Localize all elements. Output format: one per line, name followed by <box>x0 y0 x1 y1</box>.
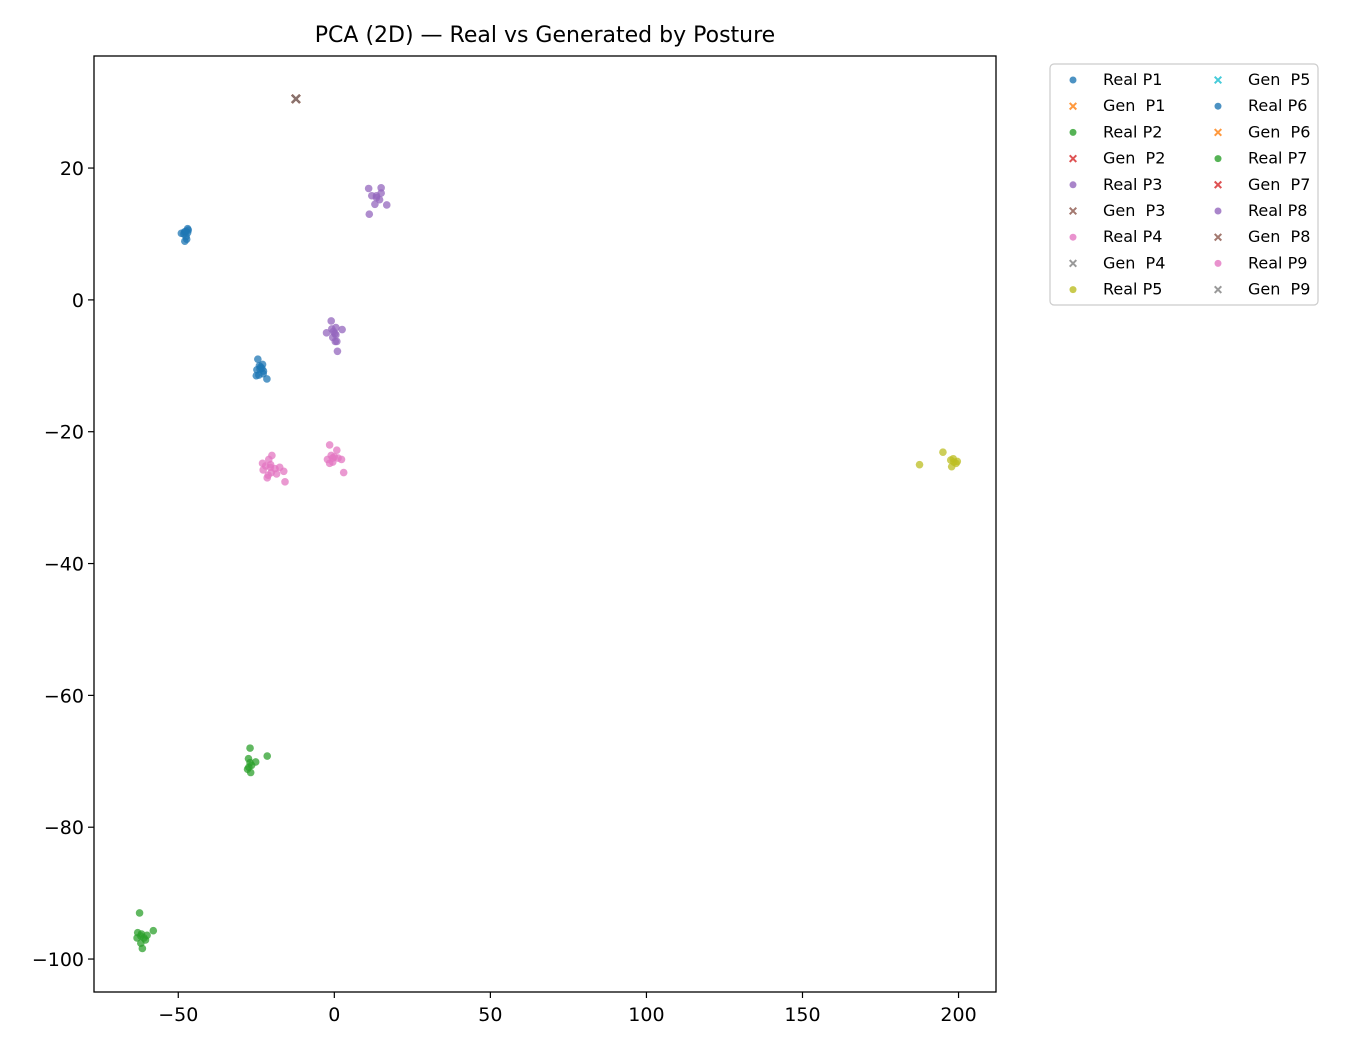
legend-label: Real P5 <box>1103 280 1162 299</box>
legend-label: Gen P3 <box>1103 201 1165 220</box>
x-axis-ticks: −50 0 50 100 150 200 <box>158 992 977 1026</box>
data-point <box>333 347 342 356</box>
legend-marker <box>1213 285 1223 294</box>
y-tick-label: −40 <box>44 554 84 576</box>
y-tick-label: −20 <box>44 422 84 444</box>
data-point <box>137 930 146 938</box>
data-point <box>327 317 336 325</box>
chart-title: PCA (2D) — Real vs Generated by Posture <box>315 23 775 48</box>
x-tick-label: −50 <box>158 1004 198 1026</box>
data-point <box>364 184 373 193</box>
plot-frame <box>93 55 997 993</box>
legend-marker <box>1069 233 1077 241</box>
legend-marker <box>1213 128 1223 137</box>
legend-label: Real P8 <box>1248 201 1307 220</box>
legend-label: Gen P7 <box>1248 175 1310 194</box>
legend-marker <box>1213 233 1223 242</box>
data-point <box>953 457 962 466</box>
legend-label: Real P6 <box>1248 96 1307 115</box>
legend-marker <box>1214 102 1222 110</box>
legend-marker <box>1214 155 1222 163</box>
data-point <box>256 365 264 373</box>
data-point <box>263 474 272 482</box>
data-point <box>339 468 348 477</box>
data-point <box>281 478 289 486</box>
data-point <box>328 454 337 462</box>
legend-label: Gen P8 <box>1248 227 1310 246</box>
data-point <box>291 94 301 104</box>
legend-label: Gen P2 <box>1103 149 1165 168</box>
data-point <box>272 470 281 478</box>
data-points <box>133 94 962 953</box>
x-tick-label: 150 <box>784 1004 820 1026</box>
data-point <box>939 448 947 456</box>
legend-label: Gen P5 <box>1248 70 1310 89</box>
legend-label: Real P2 <box>1103 122 1162 141</box>
data-point <box>331 329 339 338</box>
legend-label: Real P1 <box>1103 70 1162 89</box>
data-point <box>135 909 144 917</box>
legend-label: Real P3 <box>1103 175 1162 194</box>
data-point <box>254 355 262 364</box>
y-tick-label: −100 <box>32 949 84 971</box>
data-point <box>382 201 391 209</box>
legend-marker <box>1069 286 1077 294</box>
data-point <box>246 744 254 752</box>
data-point <box>246 758 254 767</box>
legend-marker <box>1214 259 1222 267</box>
legend-marker <box>1068 154 1078 163</box>
legend: Real P1 Gen P1 Real P2 Gen P2 Real P3 Gen P3 R… <box>1049 63 1319 306</box>
legend-label: Real P7 <box>1248 149 1307 168</box>
data-point <box>371 200 379 209</box>
data-point <box>322 329 331 337</box>
data-point <box>259 466 267 474</box>
legend-label: Gen P1 <box>1103 96 1165 115</box>
legend-marker <box>1068 102 1078 111</box>
data-point <box>266 460 275 469</box>
data-point <box>263 752 272 760</box>
legend-marker <box>1213 180 1223 189</box>
data-point <box>947 462 956 471</box>
x-tick-label: 100 <box>628 1004 664 1026</box>
y-axis-ticks: 20 0 −20 −40 −60 −80 −100 <box>32 158 94 971</box>
data-point <box>377 184 385 192</box>
legend-marker <box>1069 128 1077 136</box>
legend-label: Real P4 <box>1103 227 1162 246</box>
data-point <box>325 441 334 449</box>
legend-label: Gen P4 <box>1103 253 1165 272</box>
x-tick-label: 200 <box>940 1004 976 1026</box>
legend-label: Gen P6 <box>1248 122 1310 141</box>
legend-marker <box>1068 206 1078 216</box>
y-tick-label: −80 <box>44 817 84 839</box>
data-point <box>138 944 147 953</box>
legend-label: Real P9 <box>1248 253 1307 272</box>
data-point <box>372 191 381 200</box>
data-point <box>181 227 190 236</box>
data-point <box>251 758 260 766</box>
legend-frame <box>1049 63 1319 306</box>
y-tick-label: 0 <box>72 290 84 312</box>
data-point <box>337 455 346 464</box>
legend-marker <box>1214 207 1222 215</box>
x-tick-label: 50 <box>478 1004 502 1026</box>
data-point <box>252 371 261 380</box>
data-point <box>279 467 288 476</box>
legend-marker <box>1069 76 1077 84</box>
x-tick-label: 0 <box>328 1004 340 1026</box>
legend-marker <box>1069 181 1077 189</box>
y-tick-label: 20 <box>60 158 84 180</box>
data-point <box>263 375 271 383</box>
data-point <box>333 337 341 346</box>
data-point <box>365 210 374 218</box>
data-point <box>333 446 341 454</box>
data-point <box>149 926 158 935</box>
y-tick-label: −60 <box>44 685 84 707</box>
legend-marker <box>1068 259 1078 268</box>
legend-marker <box>1213 75 1223 85</box>
legend-label: Gen P9 <box>1248 280 1310 299</box>
data-point <box>915 460 924 469</box>
data-point <box>338 325 346 334</box>
